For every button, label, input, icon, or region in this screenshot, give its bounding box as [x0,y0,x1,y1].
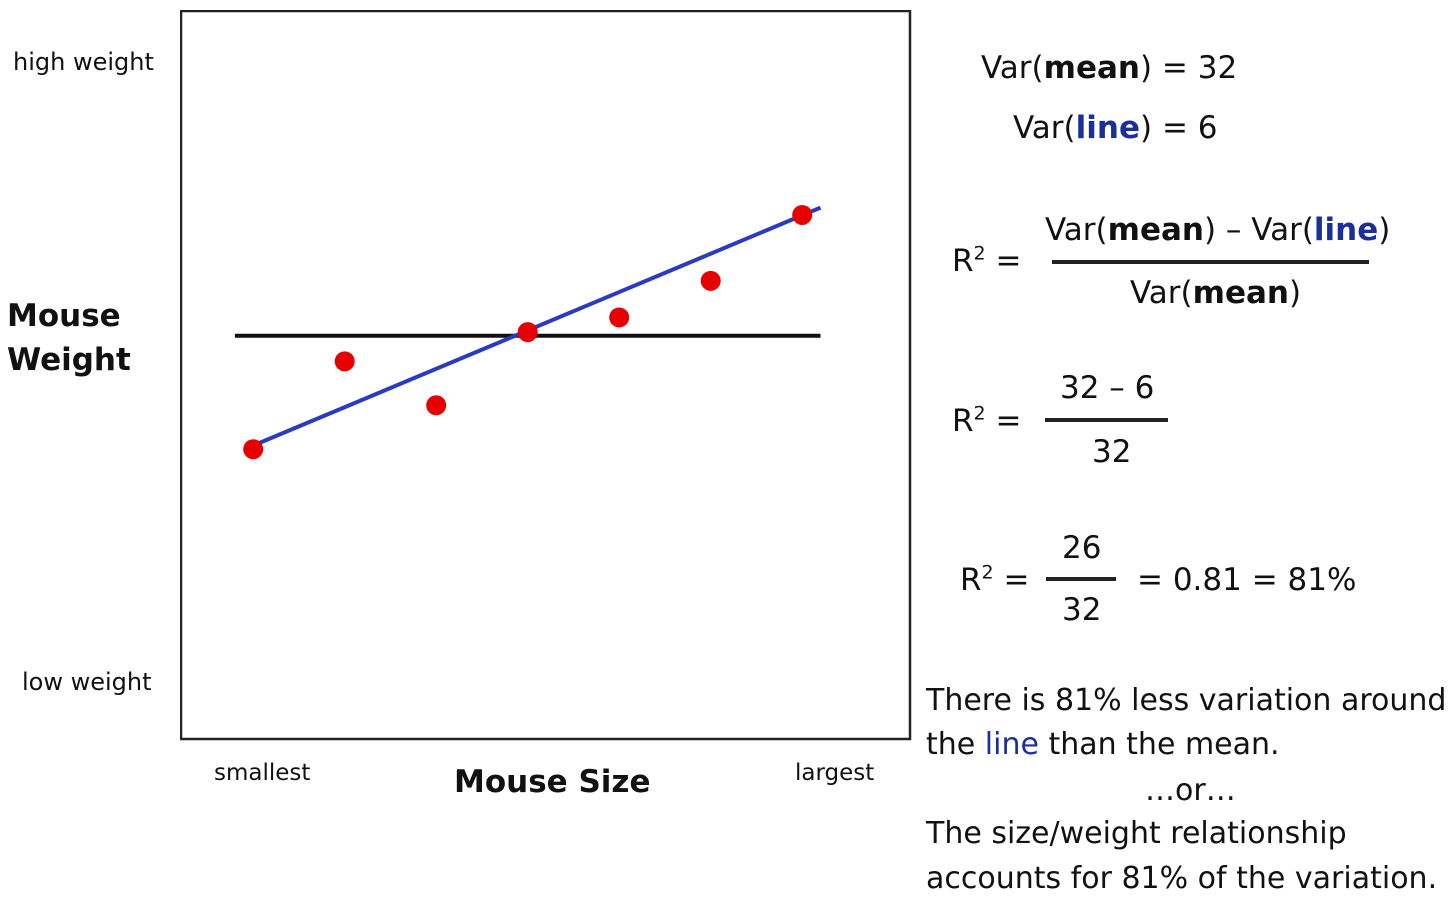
y-axis-title: Mouse Weight [7,294,131,382]
scatter-chart [180,10,912,741]
num-a-prefix: Var( [1045,212,1108,248]
r2-superscript: 2 [973,242,986,265]
den-suffix: ) [1288,275,1302,311]
fit-line [252,205,822,448]
num-b-word: line [1313,212,1379,248]
data-point-2 [334,351,355,372]
equals-sign: = [985,243,1022,279]
var-mean-suffix: ) = 32 [1139,50,1238,86]
num-a-word: mean [1107,212,1204,248]
num-b-suffix: ) [1378,212,1391,248]
var-mean-prefix: Var( [981,50,1044,86]
data-point-1 [243,439,264,460]
formula-fraction-bar [1052,260,1369,264]
y-axis-title-line1: Mouse [7,298,121,334]
step2-fraction-bar [1045,418,1168,422]
step3-denominator: 32 [1062,592,1102,628]
equals-sign: = [993,562,1030,598]
r2-superscript: 2 [981,561,994,584]
r2-letter: R [960,562,982,598]
step3-result: = 0.81 = 81% [1137,562,1357,598]
conclusion-line3: The size/weight relationship [926,816,1347,851]
data-point-7 [792,204,813,225]
data-point-6 [700,270,721,291]
r2-letter: R [952,243,974,279]
formula-numerator: Var(mean) – Var(line) [1045,212,1390,248]
conclusion-or: …or… [1145,773,1236,808]
r2-label-step3: R2 = [960,562,1029,598]
step3-numerator: 26 [1062,530,1102,566]
conclusion-line4: accounts for 81% of the variation. [926,861,1438,896]
var-line-word: line [1075,110,1140,146]
r2-label-formula: R2 = [952,243,1021,279]
data-point-5 [609,307,630,328]
den-prefix: Var( [1130,275,1193,311]
r2-superscript: 2 [973,402,986,425]
step2-numerator: 32 – 6 [1060,370,1155,406]
conclusion-line2-prefix: the [926,727,985,762]
data-point-4 [517,322,538,343]
x-axis-high-label: largest [795,760,875,786]
var-line-equation: Var(line) = 6 [1013,110,1218,146]
equals-sign: = [985,403,1022,439]
x-axis-title: Mouse Size [454,764,651,800]
plot-frame [180,10,912,741]
y-axis-low-label: low weight [22,668,152,696]
num-a-suffix: ) – Var( [1203,212,1314,248]
r2-letter: R [952,403,974,439]
data-point-3 [426,395,447,416]
var-line-suffix: ) = 6 [1140,110,1218,146]
conclusion-line1: There is 81% less variation around [926,683,1447,718]
r2-label-step2: R2 = [952,403,1021,439]
var-mean-equation: Var(mean) = 32 [981,50,1237,86]
step3-fraction-bar [1046,577,1116,581]
y-axis-title-line2: Weight [7,342,131,378]
y-axis-high-label: high weight [13,48,154,76]
x-axis-low-label: smallest [214,760,311,786]
step2-denominator: 32 [1092,434,1132,470]
formula-denominator: Var(mean) [1130,275,1301,311]
conclusion-line2-suffix: than the mean. [1038,727,1280,762]
var-line-prefix: Var( [1013,110,1076,146]
den-word: mean [1192,275,1289,311]
var-mean-word: mean [1043,50,1140,86]
conclusion-line2-word: line [984,727,1039,762]
conclusion-line2: the line than the mean. [926,722,1280,767]
